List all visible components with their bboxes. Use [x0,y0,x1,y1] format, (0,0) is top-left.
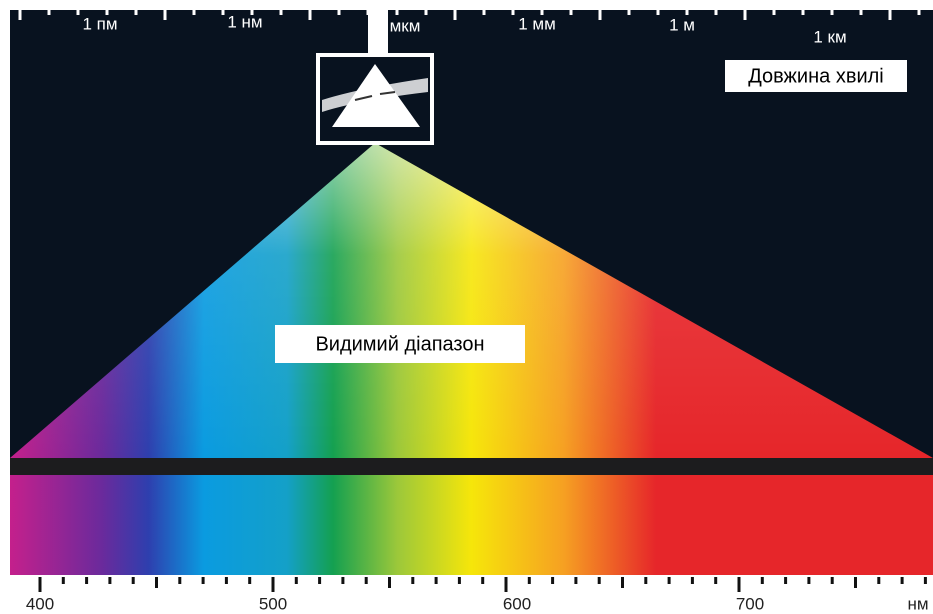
wavelength-label: Довжина хвилі [748,65,883,87]
scale-label: 500 [259,594,287,613]
scale-label: 1 мм [518,14,556,33]
unit-label: нм [907,594,928,613]
scale-label: 1 км [813,27,846,46]
page: {"top_scale": {"labels": ["1 пм", "1 нм"… [0,0,933,614]
scale-label: мкм [390,16,421,35]
scale-label: 400 [26,594,54,613]
scale-label: 1 нм [227,12,262,31]
separator-band [10,458,933,475]
scale-label: 600 [503,594,531,613]
spectrum-strip [10,475,933,575]
light-beam [368,0,388,56]
visible-label: Видимий діапазон [315,333,484,355]
spectrum-diagram: 1 пм 1 нм мкм 1 мм 1 м 1 км Довжина хвил… [0,0,933,614]
scale-label: 700 [736,594,764,613]
scale-label: 1 пм [82,14,117,33]
scale-label: 1 м [669,15,695,34]
